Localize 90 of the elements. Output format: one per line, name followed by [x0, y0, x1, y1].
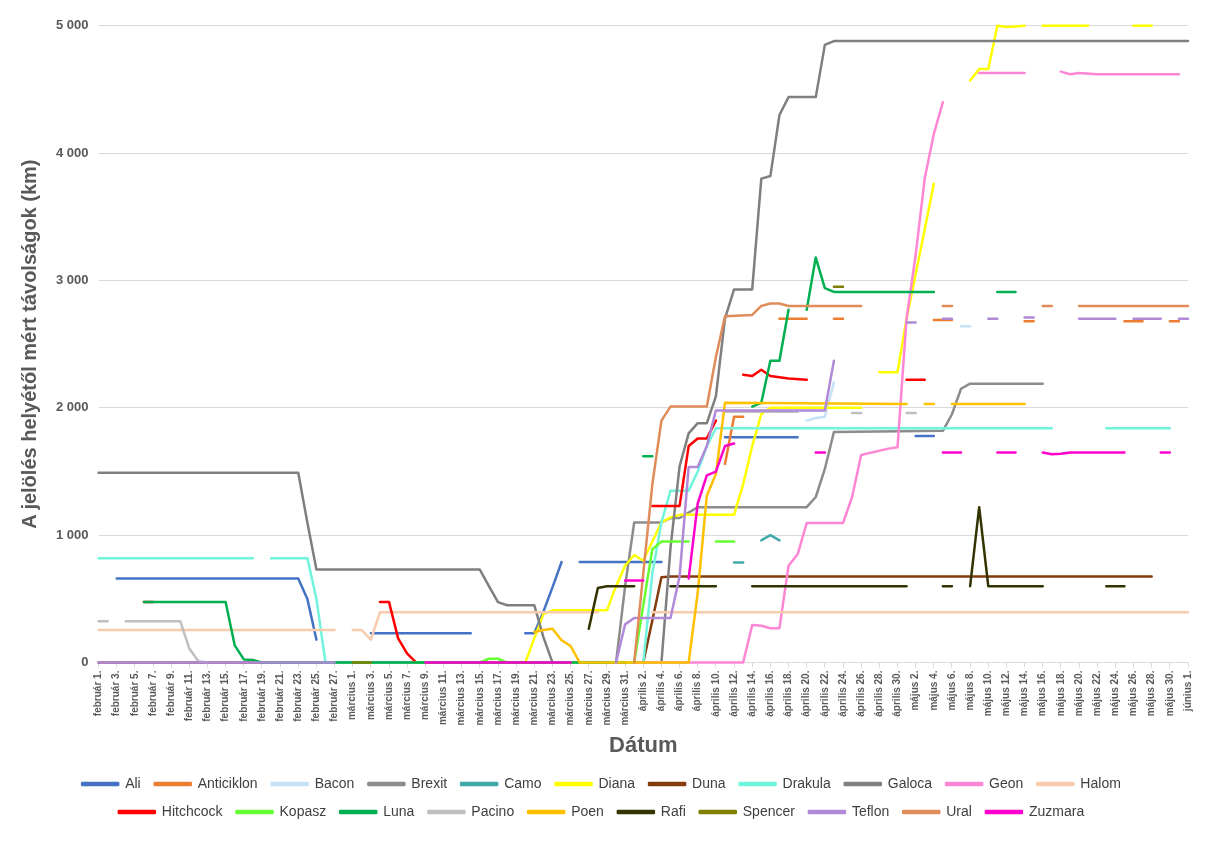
- legend-label: Galoca: [887, 774, 933, 791]
- x-tick-label: február 27.: [328, 670, 340, 722]
- x-tick-label: április 14.: [745, 670, 757, 717]
- x-tick-label: április 26.: [854, 670, 866, 717]
- x-tick-label: május 2.: [909, 670, 921, 711]
- x-tick-label: február 19.: [255, 670, 267, 722]
- x-tick-label: április 4.: [655, 670, 667, 712]
- legend-label: Ural: [946, 802, 972, 819]
- x-tick-label: március 7.: [400, 670, 412, 721]
- x-tick-label: április 6.: [673, 670, 685, 712]
- x-tick-label: május 12.: [1000, 670, 1012, 717]
- x-tick-label: május 10.: [982, 670, 994, 717]
- x-tick-label: február 11.: [183, 670, 195, 722]
- legend-label: Kopasz: [279, 802, 327, 819]
- x-tick-label: április 2.: [637, 670, 649, 712]
- x-tick-label: február 5.: [128, 670, 140, 717]
- x-tick-label: február 25.: [310, 670, 322, 722]
- x-tick-label: február 1.: [92, 670, 104, 717]
- x-tick-label: március 25.: [564, 670, 576, 726]
- x-tick-label: március 5.: [382, 670, 394, 721]
- x-tick-label: március 17.: [491, 670, 503, 726]
- legend-label: Poen: [571, 802, 604, 819]
- x-tick-label: április 28.: [873, 670, 885, 717]
- x-tick-label: május 18.: [1054, 670, 1066, 717]
- x-tick-label: április 16.: [764, 670, 776, 717]
- x-tick-label: február 7.: [146, 670, 158, 717]
- legend-label: Ali: [125, 774, 141, 791]
- x-tick-label: február 21.: [273, 670, 285, 722]
- x-tick-label: június 1.: [1181, 670, 1193, 713]
- x-tick-label: május 8.: [963, 670, 975, 711]
- x-tick-label: április 12.: [727, 670, 739, 717]
- x-tick-label: április 20.: [800, 670, 812, 717]
- legend-label: Bacon: [314, 774, 355, 791]
- x-tick-label: május 26.: [1127, 670, 1139, 717]
- x-tick-label: május 30.: [1163, 670, 1175, 717]
- legend-label: Halom: [1080, 774, 1121, 791]
- legend-label: Anticiklon: [197, 774, 258, 791]
- legend-label: Hitchcock: [161, 802, 224, 819]
- x-tick-label: február 9.: [164, 670, 176, 717]
- x-tick-label: április 22.: [818, 670, 830, 717]
- x-tick-label: március 27.: [582, 670, 594, 726]
- x-tick-label: március 11.: [437, 670, 449, 726]
- x-tick-label: május 4.: [927, 670, 939, 711]
- x-axis-title: Dátum: [609, 731, 678, 757]
- x-tick-label: február 13.: [201, 670, 213, 722]
- y-tick-label: 0: [81, 654, 89, 670]
- legend-label: Brexit: [411, 774, 448, 791]
- y-tick-label: 4 000: [55, 144, 89, 160]
- x-tick-label: március 19.: [509, 670, 521, 726]
- x-tick-label: február 23.: [292, 670, 304, 722]
- x-tick-label: március 15.: [473, 670, 485, 726]
- x-tick-label: március 9.: [419, 670, 431, 721]
- y-tick-label: 3 000: [55, 272, 89, 288]
- x-tick-label: április 24.: [836, 670, 848, 717]
- legend-label: Diana: [598, 774, 636, 791]
- y-tick-label: 1 000: [55, 526, 89, 542]
- legend-label: Teflon: [851, 802, 890, 819]
- x-tick-label: április 8.: [691, 670, 703, 712]
- legend-label: Drakula: [782, 774, 831, 791]
- legend-label: Pacino: [471, 802, 515, 819]
- x-tick-label: március 3.: [364, 670, 376, 721]
- x-tick-label: április 30.: [891, 670, 903, 717]
- legend-label: Rafi: [660, 802, 686, 819]
- x-tick-label: március 31.: [618, 670, 630, 726]
- legend-label: Camo: [504, 774, 542, 791]
- x-tick-label: május 24.: [1109, 670, 1121, 717]
- y-tick-label: 2 000: [55, 399, 89, 415]
- x-tick-label: február 3.: [110, 670, 122, 717]
- x-tick-label: március 23.: [546, 670, 558, 726]
- x-tick-label: május 22.: [1090, 670, 1102, 717]
- x-tick-label: május 16.: [1036, 670, 1048, 717]
- x-tick-label: április 18.: [782, 670, 794, 717]
- legend-label: Luna: [383, 802, 415, 819]
- x-tick-label: május 6.: [945, 670, 957, 711]
- x-tick-label: május 20.: [1072, 670, 1084, 717]
- y-tick-label: 5 000: [55, 17, 89, 33]
- x-tick-label: március 21.: [528, 670, 540, 726]
- x-tick-label: május 28.: [1145, 670, 1157, 717]
- x-tick-label: február 15.: [219, 670, 231, 722]
- legend-label: Duna: [692, 774, 726, 791]
- x-tick-label: május 14.: [1018, 670, 1030, 717]
- legend-label: Zuzmara: [1028, 802, 1085, 819]
- x-tick-label: március 13.: [455, 670, 467, 726]
- legend-label: Geon: [989, 774, 1024, 791]
- x-tick-label: március 29.: [600, 670, 612, 726]
- y-axis-title: A jelölés helyétől mért távolságok (km): [17, 159, 40, 529]
- x-tick-label: április 10.: [709, 670, 721, 717]
- x-tick-label: március 1.: [346, 670, 358, 721]
- legend-label: Spencer: [742, 802, 796, 819]
- x-tick-label: február 17.: [237, 670, 249, 722]
